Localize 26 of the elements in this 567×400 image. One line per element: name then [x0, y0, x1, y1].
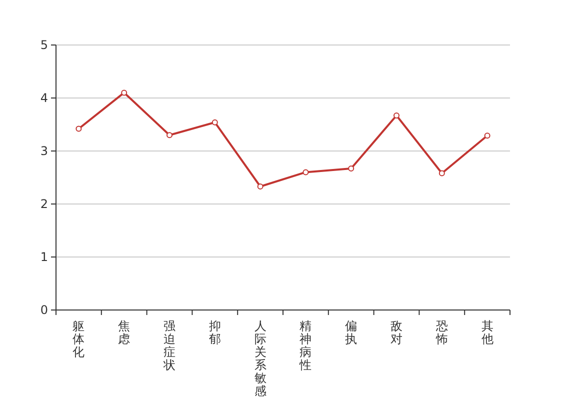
- y-tick-label: 0: [40, 303, 48, 317]
- point: [121, 90, 128, 96]
- x-tick-label: 人际关系敏感: [254, 319, 266, 398]
- x-tick-label: 焦虑: [118, 319, 130, 346]
- x-tick-label: 敌对: [390, 319, 402, 346]
- x-tick-label: 其他: [481, 319, 494, 346]
- x-tick-label: 躯体化: [72, 319, 85, 359]
- y-tick-label: 4: [40, 91, 48, 105]
- point: [348, 165, 354, 172]
- point: [166, 132, 172, 138]
- y-tick-label: 2: [40, 197, 48, 211]
- point: [212, 119, 218, 126]
- x-tick-label: 抑郁: [208, 319, 221, 346]
- x-tick-label: 精神病性: [298, 319, 312, 372]
- point: [438, 170, 445, 176]
- x-tick-label: 恐怖: [434, 319, 448, 346]
- point: [484, 132, 490, 139]
- y-tick-label: 1: [40, 250, 48, 264]
- y-tick-label: 3: [40, 144, 48, 158]
- x-tick-label: 强迫症状: [162, 319, 176, 372]
- point: [302, 169, 309, 176]
- x-tick-label: 偏执: [345, 319, 358, 346]
- point: [76, 126, 82, 132]
- y-tick-label: 5: [40, 38, 48, 52]
- point: [394, 112, 400, 118]
- point: [257, 184, 264, 190]
